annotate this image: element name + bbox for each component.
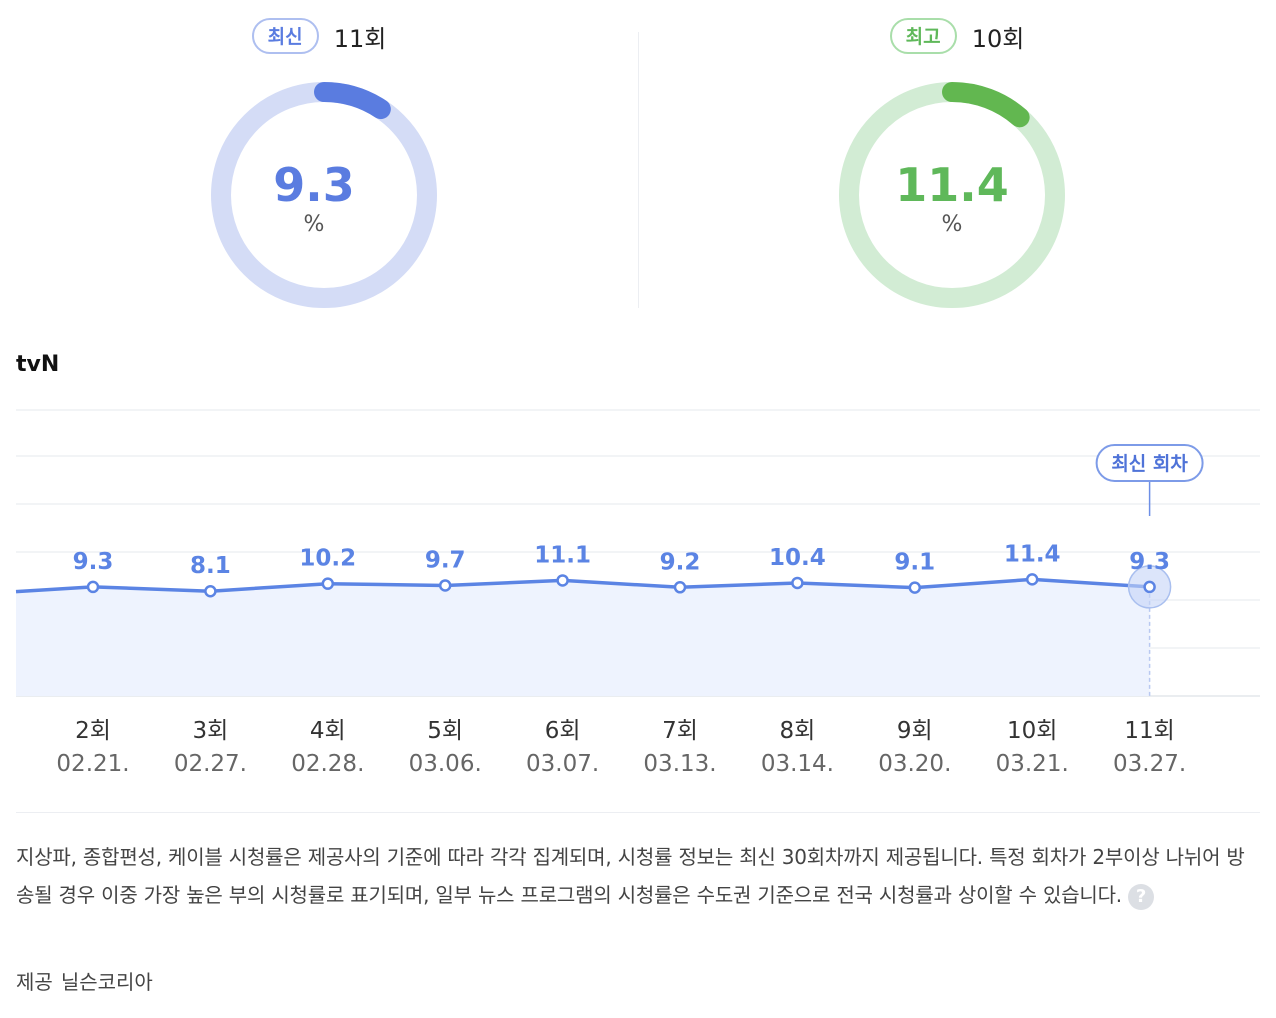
best-badge: 최고 <box>889 18 957 54</box>
latest-rating-panel: 최신 11회 9.3 % <box>0 0 638 320</box>
x-tick-date: 03.06. <box>409 751 482 777</box>
x-tick-date: 02.27. <box>174 751 247 777</box>
x-tick-episode: 3회 <box>193 718 229 744</box>
x-tick-date: 02.28. <box>291 751 364 777</box>
x-tick-episode: 4회 <box>310 718 346 744</box>
latest-episode-label: 최신 회차 <box>1111 453 1188 475</box>
data-point <box>673 581 687 594</box>
data-point <box>86 580 100 594</box>
rating-notice: 지상파, 종합편성, 케이블 시청률은 제공사의 기준에 따라 각각 집계되며,… <box>16 838 1256 914</box>
best-rating-value: 11.4 <box>895 158 1009 212</box>
data-point <box>1025 573 1039 586</box>
help-icon[interactable]: ? <box>1127 883 1154 910</box>
x-tick-episode: 2회 <box>75 718 111 744</box>
best-episode: 10회 <box>971 24 1025 53</box>
best-rating-panel: 최고 10회 11.4 % <box>638 0 1276 320</box>
x-tick-episode: 7회 <box>662 718 698 744</box>
source-name: 닐슨코리아 <box>60 970 153 994</box>
data-label: 9.3 <box>73 549 114 575</box>
latest-rating-header: 최신 11회 <box>0 18 638 54</box>
x-tick-date: 03.21. <box>996 751 1069 777</box>
data-label: 9.2 <box>660 549 701 575</box>
data-label: 10.2 <box>299 546 356 572</box>
data-label: 10.4 <box>769 545 826 571</box>
data-label: 8.1 <box>190 553 231 579</box>
data-label: 11.4 <box>1004 541 1061 567</box>
latest-badge: 최신 <box>251 18 319 54</box>
x-tick-date: 03.20. <box>878 751 951 777</box>
x-tick-episode: 10회 <box>1007 718 1057 744</box>
data-label: 9.7 <box>425 547 466 573</box>
x-tick-date: 03.27. <box>1113 751 1186 777</box>
data-point <box>1143 580 1156 594</box>
data-point <box>321 577 335 590</box>
data-point <box>204 584 217 598</box>
latest-rating-value: 9.3 <box>273 158 355 212</box>
x-tick-episode: 9회 <box>897 718 933 744</box>
data-label: 11.1 <box>534 542 591 568</box>
chart-marks: 9.3 8.1 10.2 9.7 11.1 9.2 10.4 9.1 11.4 9.3 최신 회차 <box>73 444 1204 609</box>
ratings-chart: 9.3 8.1 10.2 9.7 11.1 9.2 10.4 9.1 11.4 9.3최신 회차 … <box>15 409 1260 777</box>
data-point <box>791 576 804 590</box>
section-separator <box>16 812 1260 813</box>
source-label: 제공 <box>16 970 53 994</box>
best-rating-unit: % <box>941 212 963 237</box>
x-tick-date: 02.21. <box>56 751 129 777</box>
latest-episode-callout: 최신 회차 <box>1095 444 1204 516</box>
latest-rating-ring <box>211 82 437 308</box>
data-label: 9.1 <box>894 550 935 576</box>
x-tick-episode: 6회 <box>545 718 581 744</box>
x-tick-episode: 8회 <box>780 718 816 744</box>
data-point <box>556 574 569 587</box>
panel-divider <box>638 32 639 308</box>
best-rating-header: 최고 10회 <box>638 18 1276 54</box>
notice-text: 지상파, 종합편성, 케이블 시청률은 제공사의 기준에 따라 각각 집계되며,… <box>16 845 1245 907</box>
latest-episode: 11회 <box>333 24 387 53</box>
x-tick-episode: 5회 <box>427 718 463 744</box>
best-ring-progress <box>839 82 1065 308</box>
x-tick-date: 03.13. <box>643 751 716 777</box>
data-source: 제공 닐슨코리아 <box>16 966 153 995</box>
channel-name: tvN <box>16 352 60 377</box>
latest-ring-progress <box>211 82 437 308</box>
x-tick-date: 03.07. <box>526 751 599 777</box>
data-point <box>908 581 922 594</box>
data-label: 9.3 <box>1129 549 1170 575</box>
x-tick-episode: 11회 <box>1124 718 1174 744</box>
latest-rating-unit: % <box>303 212 325 237</box>
chart-area-fill <box>16 579 1150 696</box>
data-point <box>438 579 452 592</box>
chart-x-labels: 2회 02.21. 3회 02.27. 4회 02.28. 5회 03.06. 6회 03.07.… <box>56 718 1186 777</box>
x-tick-date: 03.14. <box>761 751 834 777</box>
best-rating-ring <box>839 82 1065 308</box>
